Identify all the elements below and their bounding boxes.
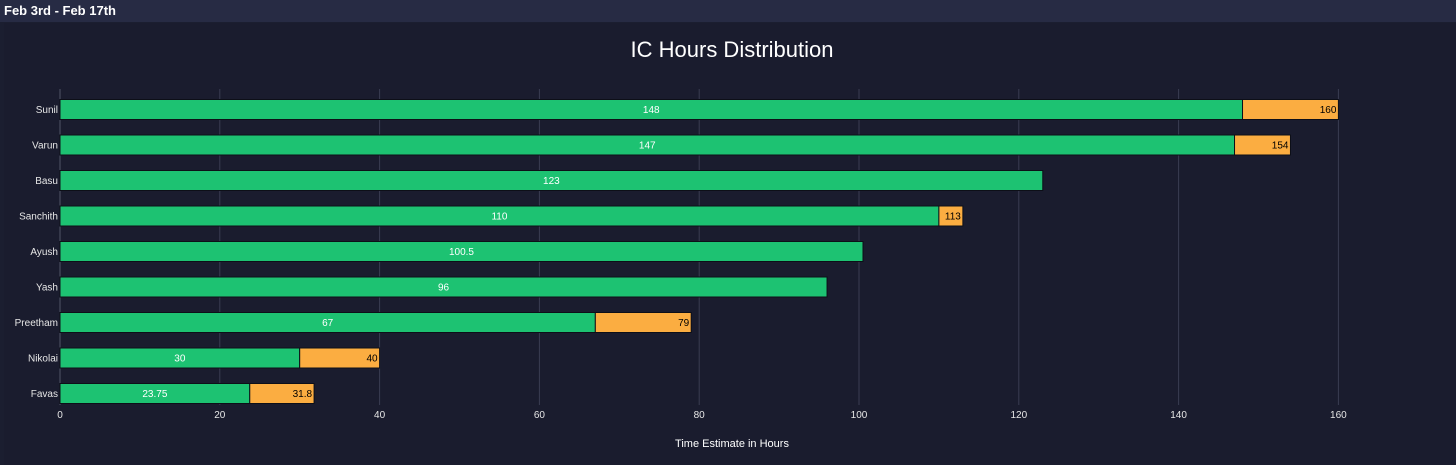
chart-panel: IC Hours Distribution 148 160 147 154 123 110… (4, 23, 1456, 465)
y-tick-label-ayush: Ayush (30, 247, 58, 258)
y-tick-label-yash: Yash (36, 283, 58, 294)
data-label-favas-series-2: 31.8 (293, 389, 313, 400)
y-tick-label-nikolai: Nikolai (28, 354, 58, 365)
x-tick-label: 20 (214, 410, 226, 421)
hours-bar-chart: IC Hours Distribution 148 160 147 154 123 110… (15, 37, 1348, 450)
bar-sunil-series-2[interactable] (1242, 99, 1339, 120)
x-tick-label: 40 (374, 410, 386, 421)
x-tick-label: 80 (694, 410, 706, 421)
bar-nikolai-series-2[interactable] (299, 347, 381, 369)
bar-ayush-series-1[interactable] (59, 241, 864, 262)
y-axis-labels: Sunil Varun Basu Sanchith Ayush Yash Preetham N… (15, 105, 58, 400)
bar-varun-series-2[interactable] (1234, 134, 1291, 156)
bar-basu-series-1[interactable] (59, 170, 1044, 191)
data-label-sanchith-series-2: 113 (945, 212, 961, 223)
data-label-varun-series-2: 154 (1272, 141, 1289, 152)
bar-favas-series-2[interactable] (249, 383, 315, 404)
y-tick-label-favas: Favas (31, 389, 58, 400)
date-range-title: Feb 3rd - Feb 17th (4, 3, 116, 18)
x-tick-label: 100 (851, 410, 868, 421)
x-axis-title: Time Estimate in Hours (675, 438, 789, 450)
y-tick-label-varun: Varun (32, 141, 58, 152)
chart-title: IC Hours Distribution (631, 37, 834, 62)
x-tick-label: 160 (1330, 410, 1347, 421)
y-tick-label-sunil: Sunil (36, 105, 58, 116)
x-axis-labels: 0 20 40 60 80 100 120 140 160 (57, 410, 1347, 421)
data-label-preetham-series-2: 79 (678, 318, 690, 329)
data-label-preetham-series-1: 67 (322, 318, 334, 329)
bars: 148 160 147 154 123 110 113 100.5 96 67 79 30 40 23.7… (59, 99, 1339, 404)
x-tick-label: 120 (1010, 410, 1027, 421)
bar-sanchith-series-2[interactable] (938, 205, 964, 227)
y-tick-label-sanchith: Sanchith (19, 212, 58, 223)
data-label-sunil-series-1: 148 (643, 105, 660, 116)
data-label-sanchith-series-1: 110 (491, 212, 507, 223)
data-label-nikolai-series-1: 30 (174, 354, 186, 365)
data-label-varun-series-1: 147 (639, 141, 656, 152)
bar-preetham-series-2[interactable] (594, 312, 692, 333)
data-label-nikolai-series-2: 40 (366, 354, 378, 365)
y-tick-label-preetham: Preetham (15, 318, 58, 329)
x-tick-label: 60 (534, 410, 546, 421)
data-label-yash-series-1: 96 (438, 283, 450, 294)
x-tick-label: 0 (57, 410, 63, 421)
data-label-sunil-series-2: 160 (1320, 105, 1337, 116)
bar-yash-series-1[interactable] (59, 276, 828, 298)
data-label-ayush-series-1: 100.5 (449, 247, 474, 258)
dashboard-header: Feb 3rd - Feb 17th (0, 0, 1456, 22)
y-tick-label-basu: Basu (35, 176, 58, 187)
data-label-basu-series-1: 123 (543, 176, 560, 187)
x-tick-label: 140 (1170, 410, 1187, 421)
data-label-favas-series-1: 23.75 (142, 389, 167, 400)
